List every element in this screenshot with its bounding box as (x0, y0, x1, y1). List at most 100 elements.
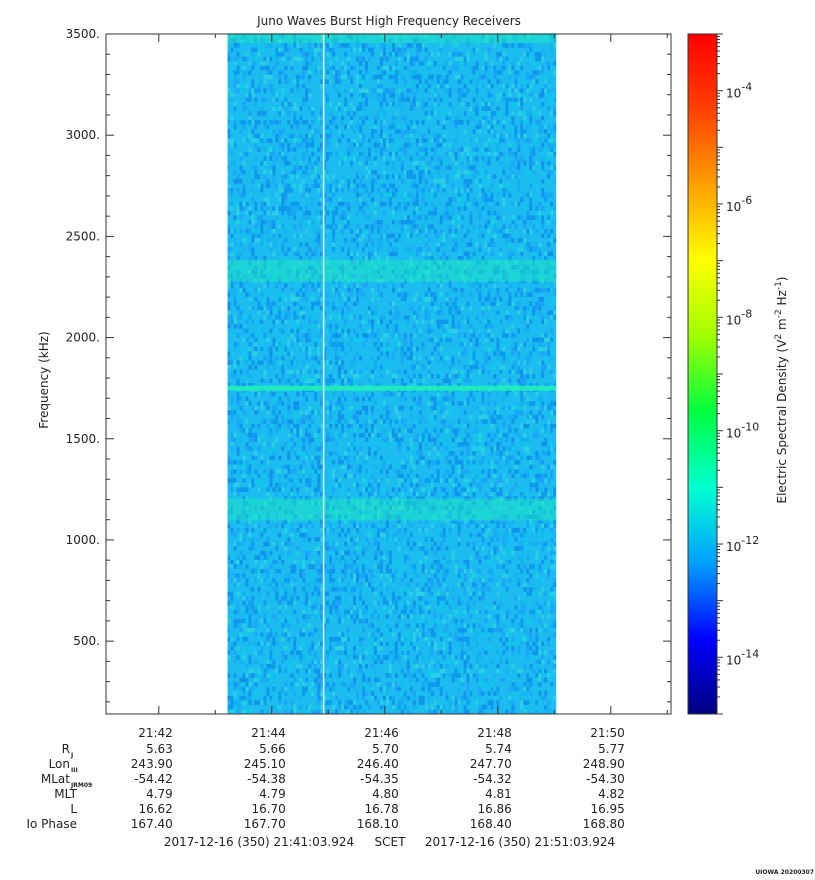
ephemeris-label: MLT (54, 787, 77, 801)
tick-exponent: -12 (741, 534, 759, 547)
ephemeris-value: -54.32 (473, 772, 512, 786)
ephemeris-label-text: MLat (41, 772, 70, 786)
ephemeris-value: 4.81 (485, 787, 512, 801)
plot-frame (105, 33, 672, 715)
ephemeris-label-subscript: III (71, 767, 78, 774)
colorbar-tick-label: 10-10 (726, 421, 759, 441)
ephemeris-value: 16.95 (590, 802, 624, 816)
ephemeris-value: 5.77 (598, 742, 625, 756)
tick-exponent: -10 (741, 421, 759, 434)
ephemeris-value: 168.80 (583, 817, 625, 831)
ephemeris-value: 16.78 (364, 802, 398, 816)
tick-exponent: -8 (741, 307, 752, 320)
spectrogram-texture (227, 34, 557, 715)
ephemeris-label: Lon (49, 757, 70, 771)
ephemeris-label-text: L (70, 802, 77, 816)
tick-base: 10 (726, 653, 741, 667)
ephemeris-value: 16.70 (251, 802, 285, 816)
ephemeris-value: 5.63 (146, 742, 173, 756)
colorbar-tick-label: 10-8 (726, 307, 752, 327)
colorbar-tick-label: 10-6 (726, 194, 752, 214)
y-tick-label: 500. (73, 634, 100, 648)
y-tick-label: 3000. (66, 128, 100, 142)
footer-start-time: 2017-12-16 (350) 21:41:03.924 (164, 835, 354, 849)
footer-scet-label: SCET (375, 835, 407, 849)
footer-end-time: 2017-12-16 (350) 21:51:03.924 (425, 835, 615, 849)
colorbar (687, 33, 718, 715)
ephemeris-value: -54.42 (134, 772, 173, 786)
ephemeris-value: 248.90 (583, 757, 625, 771)
ephemeris-label: MLat (41, 772, 70, 786)
ephemeris-label-text: MLT (54, 787, 77, 801)
enhanced-band (227, 498, 557, 521)
enhanced-band (227, 259, 557, 282)
ephemeris-value: 5.70 (372, 742, 399, 756)
ephemeris-value: -54.38 (247, 772, 286, 786)
colorbar-tick-label: 10-12 (726, 534, 759, 554)
ephemeris-value: -54.30 (586, 772, 625, 786)
spectrogram-data (227, 33, 557, 715)
y-axis: 500. 1000. 1500. 2000. 2500. 3000. 3500. (66, 27, 671, 703)
ephemeris-label-text: Lon (49, 757, 70, 771)
ephemeris-value: 4.80 (372, 787, 399, 801)
uiowa-stamp: UIOWA 20200307 (755, 869, 814, 876)
label-part: m (775, 318, 789, 334)
y-tick-label: 3500. (66, 27, 100, 41)
colorbar-label: Electric Spectral Density (V2 m-2 Hz-1) (774, 276, 789, 503)
ephemeris-table: R J 5.63 5.66 5.70 5.74 5.77 Lon III 243.90 245.10… (26, 742, 624, 831)
ephemeris-value: 16.86 (477, 802, 511, 816)
label-part: ) (775, 276, 789, 281)
colorbar-tick-label: 10-14 (726, 647, 759, 667)
tick-exponent: -14 (741, 647, 759, 660)
enhanced-band (227, 33, 557, 43)
tick-exponent: -6 (741, 194, 752, 207)
ephemeris-value: 4.82 (598, 787, 625, 801)
ephemeris-value: 243.90 (131, 757, 173, 771)
x-tick-label: 21:48 (477, 726, 512, 740)
ephemeris-label: Io Phase (26, 817, 77, 831)
label-superscript: 2 (774, 334, 784, 340)
tick-base: 10 (726, 427, 741, 441)
ephemeris-label-subscript: JRM09 (70, 782, 92, 789)
label-part: Electric Spectral Density (V (775, 339, 789, 504)
ephemeris-value: 246.40 (357, 757, 399, 771)
ephemeris-value: 245.10 (244, 757, 286, 771)
chart-title: Juno Waves Burst High Frequency Receiver… (256, 14, 521, 28)
ephemeris-label: L (70, 802, 77, 816)
ephemeris-label-subscript: J (70, 752, 73, 759)
ephemeris-value: 4.79 (146, 787, 173, 801)
y-tick-label: 2000. (66, 331, 100, 345)
label-superscript: -2 (774, 309, 784, 318)
y-tick-label: 2500. (66, 229, 100, 243)
tick-exponent: -4 (741, 81, 752, 94)
label-part: Hz (775, 290, 789, 309)
tick-base: 10 (726, 540, 741, 554)
ephemeris-value: 168.40 (470, 817, 512, 831)
ephemeris-value: 168.10 (357, 817, 399, 831)
enhanced-band (227, 385, 557, 391)
ephemeris-value: 167.70 (244, 817, 286, 831)
x-tick-label: 21:46 (364, 726, 399, 740)
ephemeris-label-text: Io Phase (26, 817, 77, 831)
x-axis: 21:42 21:44 21:46 21:48 21:50 (138, 34, 668, 740)
x-tick-label: 21:42 (138, 726, 173, 740)
colorbar-tick-label: 10-4 (726, 81, 752, 101)
ephemeris-value: -54.35 (360, 772, 399, 786)
ephemeris-value: 5.66 (259, 742, 286, 756)
y-tick-label: 1000. (66, 533, 100, 547)
ephemeris-value: 5.74 (485, 742, 512, 756)
ephemeris-value: 4.79 (259, 787, 286, 801)
ephemeris-label-text: R (62, 742, 70, 756)
ephemeris-label: R (62, 742, 70, 756)
tick-base: 10 (726, 313, 741, 327)
tick-base: 10 (726, 200, 741, 214)
tick-base: 10 (726, 87, 741, 101)
y-tick-label: 1500. (66, 432, 100, 446)
x-tick-label: 21:44 (251, 726, 286, 740)
label-superscript: -1 (774, 281, 784, 290)
ephemeris-value: 247.70 (470, 757, 512, 771)
ephemeris-value: 16.62 (138, 802, 172, 816)
x-tick-label: 21:50 (590, 726, 625, 740)
